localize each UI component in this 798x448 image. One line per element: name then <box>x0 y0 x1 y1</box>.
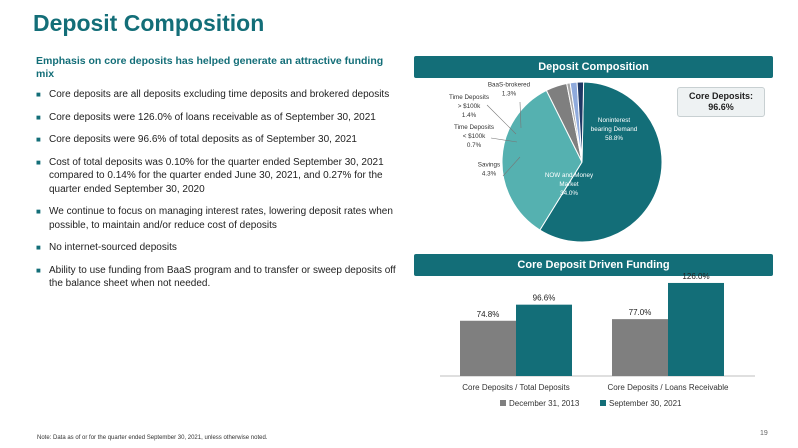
bullet-text: Cost of total deposits was 0.10% for the… <box>49 156 384 195</box>
core-deposits-value: 96.6% <box>708 102 734 112</box>
bullet-text: Core deposits were 126.0% of loans recei… <box>49 111 376 123</box>
bullet-item: ■ We continue to focus on managing intere… <box>36 205 396 232</box>
bullet-item: ■ Ability to use funding from BaaS progra… <box>36 264 396 291</box>
pie-label-baas-brokered: BaaS-brokered 1.3% <box>488 82 531 98</box>
pie-label-time-deposits-100k: Time Deposits < $100k 0.7% <box>454 124 494 149</box>
bar-data-label: 77.0% <box>629 308 652 317</box>
bullet-item: ■ Core deposits were 126.0% of loans rece… <box>36 111 396 125</box>
bar-september-30-2021-1 <box>668 282 724 376</box>
bullet-icon: ■ <box>36 243 41 252</box>
bullet-text: Core deposits are all deposits excluding… <box>49 89 390 100</box>
pie-label-savings: Savings 4.3% <box>478 162 500 178</box>
bullet-text: Core deposits were 96.6% of total deposi… <box>49 134 357 145</box>
legend-label-december-31-2013: December 31, 2013 <box>509 399 580 408</box>
pie-leader-line <box>490 137 518 143</box>
bar-data-label: 74.8% <box>477 310 500 319</box>
pie-leader-line <box>502 156 521 177</box>
pie-slice-now-and-money-market <box>501 89 583 231</box>
bullet-item: ■ No internet-sourced deposits <box>36 241 396 255</box>
bar-december-31-2013-1 <box>612 319 668 376</box>
pie-slice-noninterest-bearing-demand <box>539 81 663 243</box>
bar-data-label: 126.0% <box>682 272 709 281</box>
bullet-icon: ■ <box>36 207 41 216</box>
bar-chart-banner: Core Deposit Driven Funding <box>414 254 773 276</box>
core-deposits-callout: Core Deposits: 96.6% <box>677 87 765 117</box>
bar-category-label: Core Deposits / Loans Receivable <box>608 383 730 392</box>
bullet-item: ■ Core deposits are all deposits excludin… <box>36 88 396 102</box>
pie-chart-banner: Deposit Composition <box>414 56 773 78</box>
bullet-icon: ■ <box>36 157 41 167</box>
legend-swatch-december-31-2013 <box>500 400 506 406</box>
bullet-text: No internet-sourced deposits <box>49 242 177 253</box>
pie-label-noninterest-bearing-demand: Noninterest bearing Demand 58.8% <box>591 117 638 142</box>
subtitle: Emphasis on core deposits has helped gen… <box>36 55 384 80</box>
bullet-icon: ■ <box>36 265 41 275</box>
bar-september-30-2021-0 <box>516 304 572 376</box>
bar-december-31-2013-0 <box>460 320 516 376</box>
pie-slice-baas-brokered <box>576 81 585 163</box>
pie-leader-line <box>486 104 517 135</box>
bullet-text: Ability to use funding from BaaS program… <box>49 264 396 290</box>
page-number: 19 <box>760 430 768 437</box>
core-deposits-label: Core Deposits: <box>688 91 753 101</box>
bullet-text: We continue to focus on managing interes… <box>49 206 393 231</box>
bullet-item: ■ Core deposits were 96.6% of total depos… <box>36 133 396 147</box>
pie-leader-line <box>519 101 522 129</box>
bullet-icon: ■ <box>36 135 41 144</box>
legend-label-september-30-2021: September 30, 2021 <box>609 399 682 408</box>
bullet-item: ■ Cost of total deposits was 0.10% for th… <box>36 156 396 197</box>
bullet-icon: ■ <box>36 112 41 122</box>
bar-category-label: Core Deposits / Total Deposits <box>462 383 569 392</box>
bullet-list: ■ Core deposits are all deposits excludin… <box>36 88 396 300</box>
legend-swatch-september-30-2021 <box>600 400 606 406</box>
page-title: Deposit Composition <box>33 10 265 36</box>
bullet-icon: ■ <box>36 90 41 99</box>
footnote: Note: Data as of or for the quarter ende… <box>37 435 268 441</box>
pie-label-now-and-money-market: NOW and Money Market 34.0% <box>545 172 594 197</box>
pie-label-time-deposits-100k: Time Deposits > $100k 1.4% <box>449 94 489 119</box>
bar-data-label: 96.6% <box>533 294 556 303</box>
